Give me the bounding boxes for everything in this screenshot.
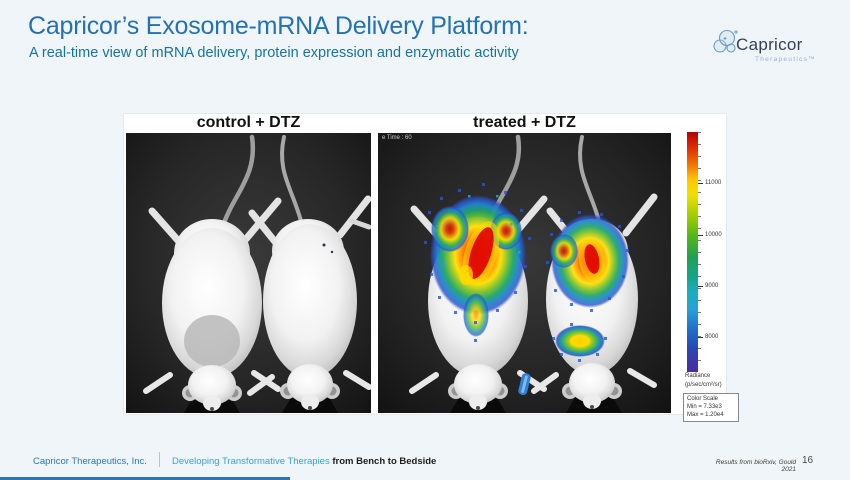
colorbar-tick: [698, 183, 703, 184]
exposure-time-note: e Time : 60: [382, 135, 412, 141]
colorbar-tick-label: 8000: [705, 334, 719, 340]
logo-sub-wordmark: Therapeutics™: [755, 56, 816, 63]
color-scale-max: Max = 1.20e4: [687, 411, 724, 418]
colorbar-tick-label: 11000: [705, 180, 722, 186]
colorbar: [687, 132, 698, 372]
bottom-accent-line: [0, 477, 290, 480]
footer-company: Capricor Therapeutics, Inc.: [33, 456, 147, 467]
colorbar-tick-label: 10000: [705, 232, 722, 238]
colorbar-tick-label: 9000: [705, 283, 719, 289]
footer-tagline-dark: from Bench to Bedside: [332, 456, 437, 467]
radiance-units: (p/sec/cm²/sr): [685, 382, 722, 388]
footer-citation: Results from bioRxiv, Gould 2021: [715, 459, 796, 473]
figure-panel: control + DTZ treated + DTZ: [123, 113, 739, 423]
heatmap-left-mouse: [424, 183, 531, 342]
page-subtitle: A real-time view of mRNA delivery, prote…: [29, 45, 519, 61]
treated-mice-image: [378, 133, 671, 413]
page-number: 16: [802, 455, 814, 466]
control-mice-art: [126, 133, 371, 413]
color-scale-title: Color Scale: [687, 396, 719, 402]
header: Capricor’s Exosome-mRNA Delivery Platfor…: [28, 12, 529, 61]
control-mice-image: [126, 133, 371, 413]
colorbar-tick: [698, 337, 703, 338]
color-scale-box: Color Scale Min = 7.33e3 Max = 1.20e4: [683, 393, 739, 423]
color-scale-min: Min = 7.33e3: [687, 403, 722, 410]
treated-image-label: treated + DTZ: [473, 114, 576, 131]
footer-divider: [159, 452, 160, 467]
blue-probe: [518, 373, 531, 396]
footer-tagline: Developing Transformative Therapies from…: [172, 456, 436, 467]
logo-wordmark: Capricor: [736, 35, 803, 54]
colorbar-tick: [698, 286, 703, 287]
treated-mice-art: [378, 133, 671, 413]
capricor-logo: Capricor Therapeutics™: [710, 26, 835, 72]
radiance-label: Radiance: [685, 373, 711, 379]
page-title: Capricor’s Exosome-mRNA Delivery Platfor…: [28, 12, 529, 40]
exosome-logo-icon: [713, 29, 738, 53]
colorbar-minor-ticks: [698, 132, 701, 372]
heatmap-right-mouse: [546, 211, 629, 362]
footer-tagline-blue: Developing Transformative Therapies: [172, 456, 330, 467]
colorbar-tick: [698, 235, 703, 236]
control-image-label: control + DTZ: [196, 114, 301, 131]
